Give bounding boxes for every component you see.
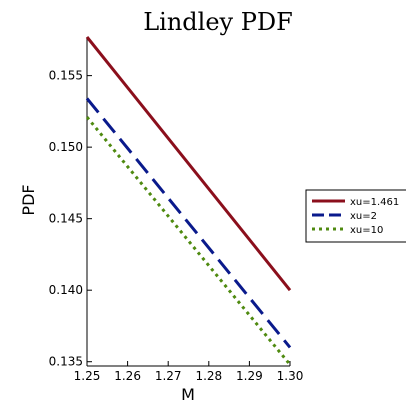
y-tick-label: 0.145 [49,212,83,226]
y-tick-label: 0.155 [49,69,83,83]
x-tick-label: 1.29 [236,369,263,383]
x-tick-label: 1.26 [114,369,141,383]
x-tick-label: 1.25 [74,369,101,383]
series-lines [85,36,292,366]
y-axis-label: PDF [19,184,38,215]
x-axis-label: M [181,385,195,404]
x-tick-label: 1.30 [277,369,304,383]
chart-title: Lindley PDF [143,8,293,36]
series-line-3 [85,116,292,366]
x-tick-label: 1.28 [195,369,222,383]
y-tick-label: 0.150 [49,140,83,154]
legend-items: xu=1.461 xu=2 xu=10 [312,197,399,236]
legend-label: xu=1.461 [350,197,399,208]
x-tick-label: 1.27 [155,369,182,383]
legend-label: xu=10 [350,225,383,236]
y-ticks: 0.135 0.140 0.145 0.150 0.155 [49,69,92,369]
x-ticks: 1.25 1.26 1.27 1.28 1.29 1.30 [74,361,304,383]
legend: xu=1.461 xu=2 xu=10 [305,189,406,243]
series-line-2 [85,97,292,349]
legend-label: xu=2 [350,211,377,222]
y-tick-label: 0.135 [49,355,83,369]
plot-area [86,37,290,367]
y-tick-label: 0.140 [49,283,83,297]
series-line-1 [85,36,292,292]
